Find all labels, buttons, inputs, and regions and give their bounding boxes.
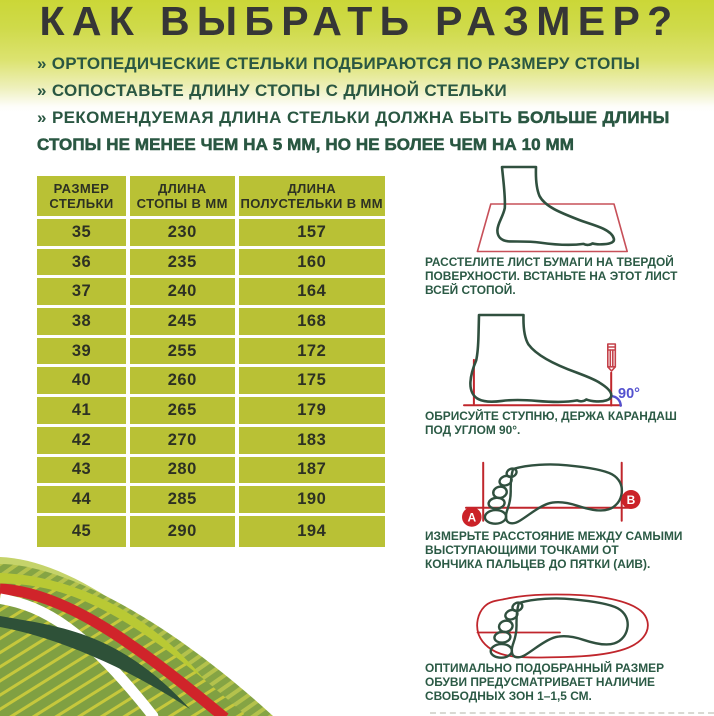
svg-text:В: В (627, 493, 636, 507)
svg-text:90°: 90° (618, 386, 640, 402)
svg-text:А: А (467, 511, 476, 525)
